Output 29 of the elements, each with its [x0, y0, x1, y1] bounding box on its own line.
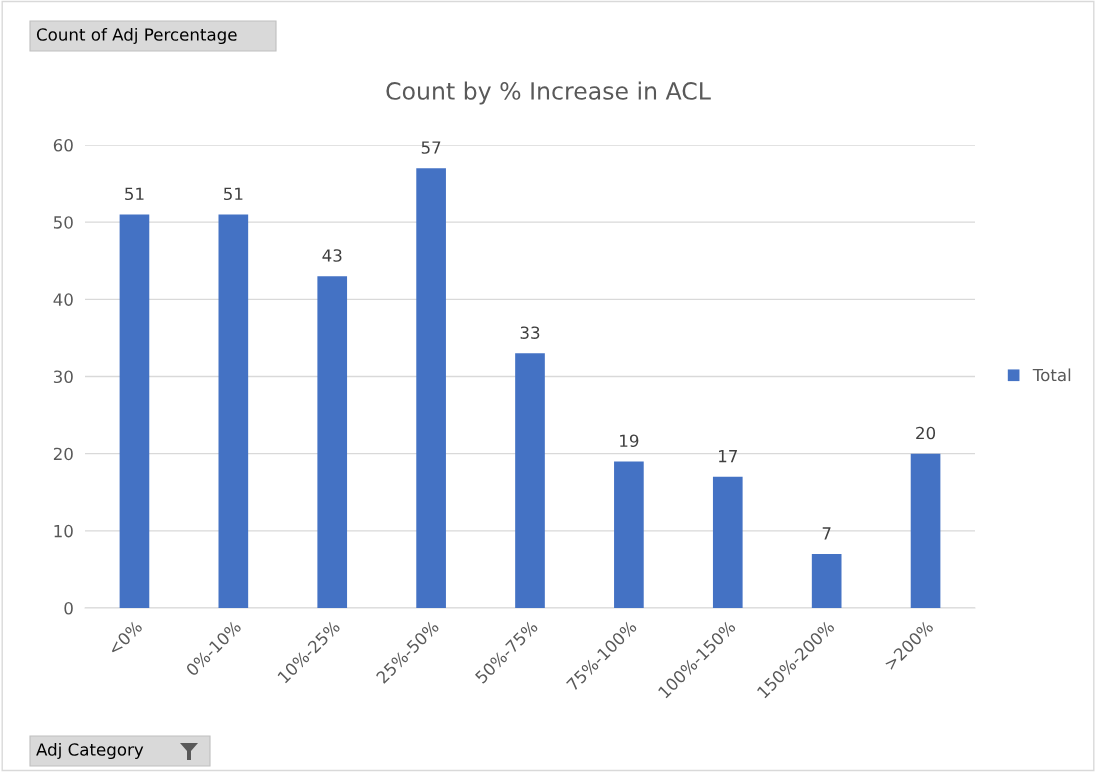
data-label: 57	[421, 141, 441, 154]
text: Count of Adj Percentage	[36, 27, 237, 45]
y-tick-label: 20	[53, 447, 73, 461]
data-label: 19	[620, 434, 639, 448]
data-label: 51	[224, 187, 243, 201]
bar	[515, 353, 545, 608]
y-tick-label: 40	[53, 293, 73, 306]
bar	[811, 553, 842, 608]
bar	[416, 168, 446, 608]
data-label: 20	[916, 426, 936, 440]
y-tick-label: 10	[54, 524, 73, 538]
chart-title: Count by % Increase in ACL	[386, 81, 711, 105]
legend-label: Total	[1032, 368, 1071, 382]
data-label: 17	[719, 450, 737, 463]
y-tick-label: 60	[53, 138, 73, 152]
y-tick-label: 0	[64, 601, 73, 615]
data-label: 43	[322, 249, 342, 262]
bar	[614, 461, 644, 608]
text: Adj Category	[36, 742, 144, 760]
bar	[712, 476, 743, 608]
bar	[218, 214, 249, 608]
y-tick-label: 30	[53, 370, 73, 384]
bar	[119, 214, 150, 608]
y-tick-label: 50	[53, 216, 73, 229]
data-label: 33	[520, 326, 540, 340]
data-label: 51	[125, 187, 144, 201]
bar	[910, 453, 941, 608]
data-label: 7	[822, 527, 831, 540]
bar	[317, 276, 348, 608]
